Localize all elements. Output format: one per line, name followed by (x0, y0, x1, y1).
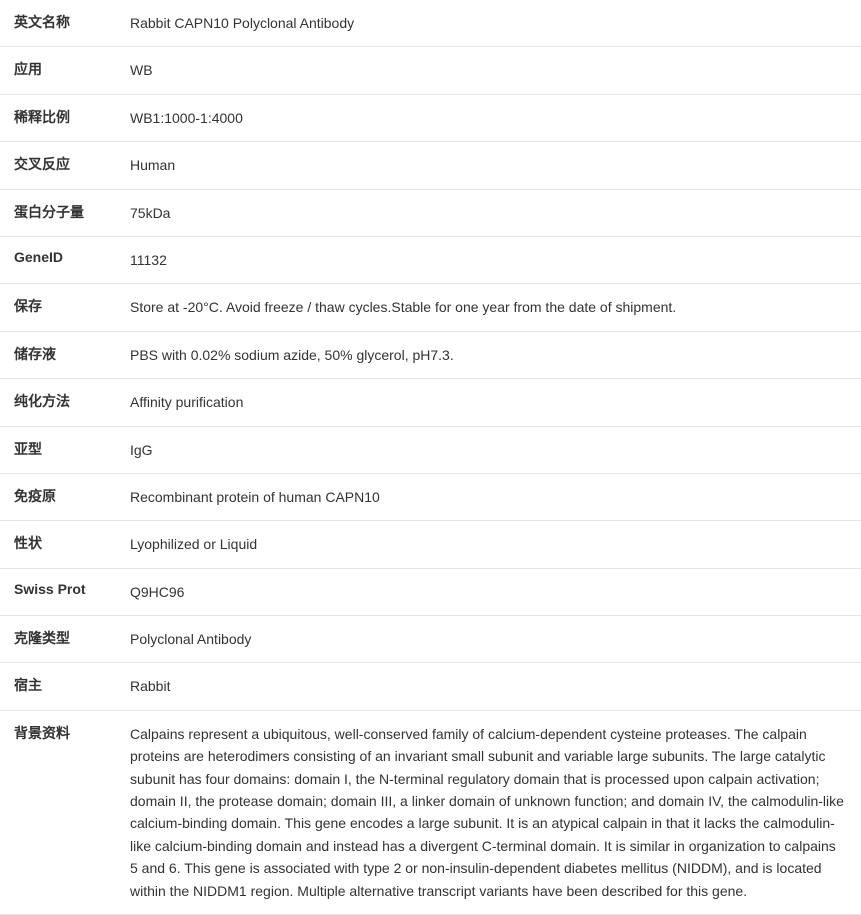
table-row: 储存液 PBS with 0.02% sodium azide, 50% gly… (0, 331, 861, 378)
row-value: Human (120, 142, 861, 189)
row-value: Q9HC96 (120, 568, 861, 615)
row-value: WB1:1000-1:4000 (120, 94, 861, 141)
table-row: 稀释比例 WB1:1000-1:4000 (0, 94, 861, 141)
table-row: 纯化方法 Affinity purification (0, 379, 861, 426)
table-row: GeneID 11132 (0, 236, 861, 283)
row-label: 蛋白分子量 (0, 189, 120, 236)
row-label: GeneID (0, 236, 120, 283)
table-row: 克隆类型 Polyclonal Antibody (0, 616, 861, 663)
row-value: Calpains represent a ubiquitous, well-co… (120, 710, 861, 914)
row-label: 亚型 (0, 426, 120, 473)
row-value: Polyclonal Antibody (120, 616, 861, 663)
row-label: 稀释比例 (0, 94, 120, 141)
table-row: 蛋白分子量 75kDa (0, 189, 861, 236)
table-row: 性状 Lyophilized or Liquid (0, 521, 861, 568)
row-value: Rabbit (120, 663, 861, 710)
table-row: 亚型 IgG (0, 426, 861, 473)
row-value: Recombinant protein of human CAPN10 (120, 473, 861, 520)
table-row: 宿主 Rabbit (0, 663, 861, 710)
row-label: 储存液 (0, 331, 120, 378)
spec-table-body: 英文名称 Rabbit CAPN10 Polyclonal Antibody 应… (0, 0, 861, 914)
row-value: WB (120, 47, 861, 94)
row-label: 应用 (0, 47, 120, 94)
table-row: 英文名称 Rabbit CAPN10 Polyclonal Antibody (0, 0, 861, 47)
row-value: 75kDa (120, 189, 861, 236)
row-value: IgG (120, 426, 861, 473)
table-row: 应用 WB (0, 47, 861, 94)
row-value: Rabbit CAPN10 Polyclonal Antibody (120, 0, 861, 47)
row-value: Store at -20°C. Avoid freeze / thaw cycl… (120, 284, 861, 331)
row-label: 性状 (0, 521, 120, 568)
row-label: 宿主 (0, 663, 120, 710)
row-value: Affinity purification (120, 379, 861, 426)
table-row: 免疫原 Recombinant protein of human CAPN10 (0, 473, 861, 520)
table-row: 交叉反应 Human (0, 142, 861, 189)
row-label: 免疫原 (0, 473, 120, 520)
row-label: 保存 (0, 284, 120, 331)
row-label: Swiss Prot (0, 568, 120, 615)
row-label: 背景资料 (0, 710, 120, 914)
row-label: 纯化方法 (0, 379, 120, 426)
row-label: 交叉反应 (0, 142, 120, 189)
table-row: Swiss Prot Q9HC96 (0, 568, 861, 615)
table-row: 保存 Store at -20°C. Avoid freeze / thaw c… (0, 284, 861, 331)
table-row: 背景资料 Calpains represent a ubiquitous, we… (0, 710, 861, 914)
row-value: Lyophilized or Liquid (120, 521, 861, 568)
spec-table: 英文名称 Rabbit CAPN10 Polyclonal Antibody 应… (0, 0, 861, 915)
row-label: 英文名称 (0, 0, 120, 47)
row-label: 克隆类型 (0, 616, 120, 663)
row-value: PBS with 0.02% sodium azide, 50% glycero… (120, 331, 861, 378)
row-value: 11132 (120, 236, 861, 283)
